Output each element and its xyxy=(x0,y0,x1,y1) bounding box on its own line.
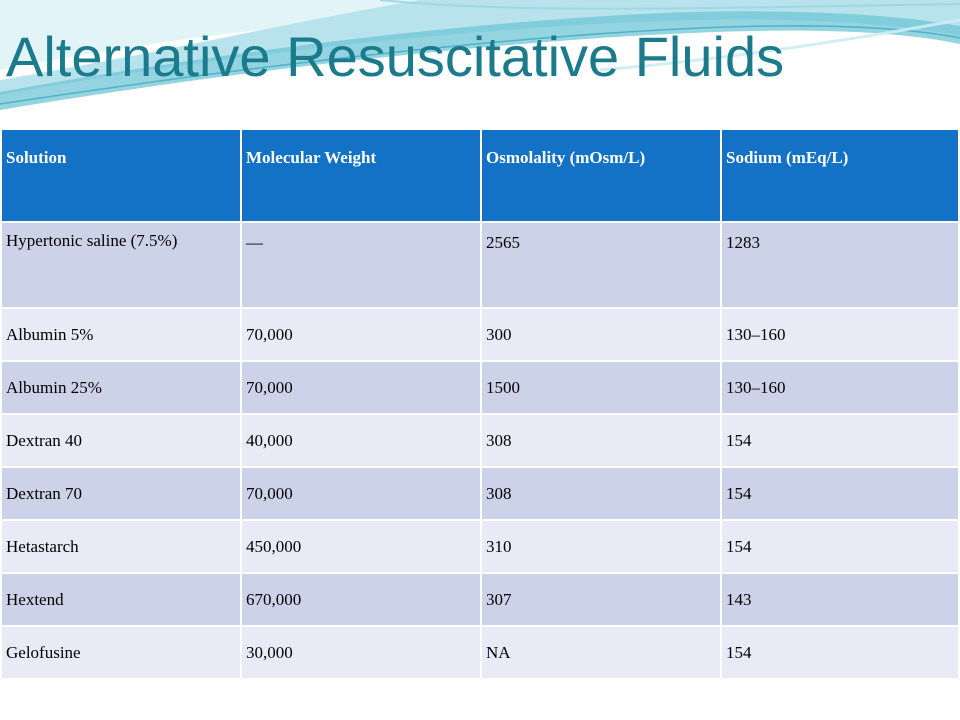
table-row: Hetastarch 450,000 310 154 xyxy=(0,519,960,574)
cell-osmolality: 300 xyxy=(480,307,722,362)
cell-sodium: 154 xyxy=(720,625,960,680)
cell-sodium: 130–160 xyxy=(720,360,960,415)
cell-osmolality: 1500 xyxy=(480,360,722,415)
cell-molecular-weight: 30,000 xyxy=(240,625,482,680)
header-molecular-weight: Molecular Weight xyxy=(240,128,482,223)
cell-sodium: 154 xyxy=(720,413,960,468)
cell-sodium: 154 xyxy=(720,466,960,521)
cell-osmolality: 2565 xyxy=(480,221,722,309)
cell-sodium: 154 xyxy=(720,519,960,574)
cell-solution: Hypertonic saline (7.5%) xyxy=(0,221,242,309)
cell-molecular-weight: 450,000 xyxy=(240,519,482,574)
wave-line-2 xyxy=(379,0,960,10)
wave-decoration xyxy=(0,0,960,110)
cell-molecular-weight: — xyxy=(240,221,482,309)
header-osmolality: Osmolality (mOsm/L) xyxy=(480,128,722,223)
cell-molecular-weight: 40,000 xyxy=(240,413,482,468)
cell-solution: Hextend xyxy=(0,572,242,627)
cell-molecular-weight: 70,000 xyxy=(240,466,482,521)
header-sodium: Sodium (mEq/L) xyxy=(720,128,960,223)
cell-solution: Albumin 25% xyxy=(0,360,242,415)
cell-osmolality: 308 xyxy=(480,413,722,468)
table-row: Albumin 5% 70,000 300 130–160 xyxy=(0,307,960,362)
table-row: Hypertonic saline (7.5%) — 2565 1283 xyxy=(0,221,960,309)
table-row: Dextran 40 40,000 308 154 xyxy=(0,413,960,468)
cell-sodium: 130–160 xyxy=(720,307,960,362)
cell-sodium: 1283 xyxy=(720,221,960,309)
cell-molecular-weight: 670,000 xyxy=(240,572,482,627)
table-row: Hextend 670,000 307 143 xyxy=(0,572,960,627)
fluids-table: Solution Molecular Weight Osmolality (mO… xyxy=(0,128,960,680)
wave-line-3 xyxy=(599,18,960,72)
wave-band-back xyxy=(0,0,960,70)
wave-band-front xyxy=(0,11,960,110)
cell-osmolality: 308 xyxy=(480,466,722,521)
cell-osmolality: 307 xyxy=(480,572,722,627)
cell-solution: Albumin 5% xyxy=(0,307,242,362)
table-row: Gelofusine 30,000 NA 154 xyxy=(0,625,960,680)
wave-band-mid xyxy=(0,0,960,95)
cell-solution: Dextran 40 xyxy=(0,413,242,468)
table-row: Albumin 25% 70,000 1500 130–160 xyxy=(0,360,960,415)
cell-osmolality: 310 xyxy=(480,519,722,574)
header-solution: Solution xyxy=(0,128,242,223)
cell-solution: Hetastarch xyxy=(0,519,242,574)
wave-line-1 xyxy=(0,25,960,105)
slide-title: Alternative Resuscitative Fluids xyxy=(6,25,785,88)
cell-solution: Gelofusine xyxy=(0,625,242,680)
cell-molecular-weight: 70,000 xyxy=(240,360,482,415)
cell-solution: Dextran 70 xyxy=(0,466,242,521)
cell-molecular-weight: 70,000 xyxy=(240,307,482,362)
table-header-row: Solution Molecular Weight Osmolality (mO… xyxy=(0,128,960,223)
cell-osmolality: NA xyxy=(480,625,722,680)
cell-sodium: 143 xyxy=(720,572,960,627)
table-row: Dextran 70 70,000 308 154 xyxy=(0,466,960,521)
